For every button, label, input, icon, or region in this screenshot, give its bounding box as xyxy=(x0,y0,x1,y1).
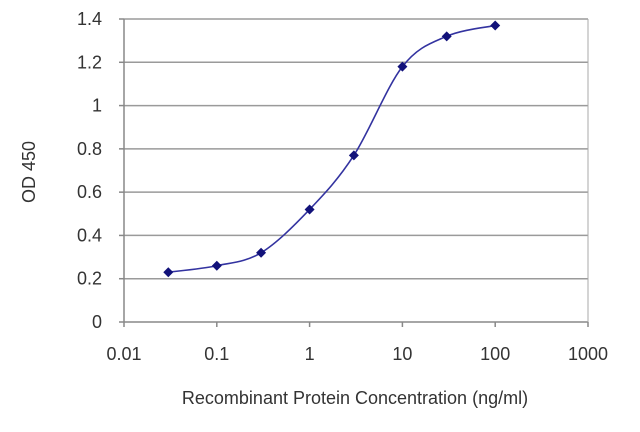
data-point xyxy=(304,204,315,215)
data-point xyxy=(163,267,174,278)
data-point xyxy=(256,247,267,258)
y-tick-label: 0.4 xyxy=(77,225,102,245)
gridlines xyxy=(124,18,588,280)
series-layer xyxy=(163,20,501,278)
x-tick-label: 10 xyxy=(392,344,412,364)
y-tick-label: 0.6 xyxy=(77,182,102,202)
x-tick-label: 1000 xyxy=(568,344,608,364)
y-tick-label: 1.2 xyxy=(77,52,102,72)
x-axis-title: Recombinant Protein Concentration (ng/ml… xyxy=(182,388,528,408)
axes xyxy=(119,18,589,327)
plot-background xyxy=(124,19,588,322)
data-point xyxy=(397,61,408,72)
x-tick-label: 0.01 xyxy=(106,344,141,364)
y-tick-label: 1.4 xyxy=(77,9,102,29)
y-axis-title: OD 450 xyxy=(19,141,39,203)
y-tick-label: 0 xyxy=(92,312,102,332)
data-point xyxy=(348,150,359,161)
plot-area xyxy=(124,19,588,322)
x-tick-label: 1 xyxy=(305,344,315,364)
y-tick-label: 0.8 xyxy=(77,139,102,159)
x-tick-label: 100 xyxy=(480,344,510,364)
y-tick-label: 0.2 xyxy=(77,269,102,289)
y-tick-labels: 0 0.2 0.4 0.6 0.8 1 1.2 1.4 xyxy=(77,9,102,332)
x-tick-label: 0.1 xyxy=(204,344,229,364)
series-line xyxy=(168,24,496,274)
data-point xyxy=(441,31,452,42)
y-tick-label: 1 xyxy=(92,96,102,116)
data-point xyxy=(211,260,222,271)
data-point xyxy=(490,20,501,31)
x-tick-labels: 0.01 0.1 1 10 100 1000 xyxy=(106,344,608,364)
